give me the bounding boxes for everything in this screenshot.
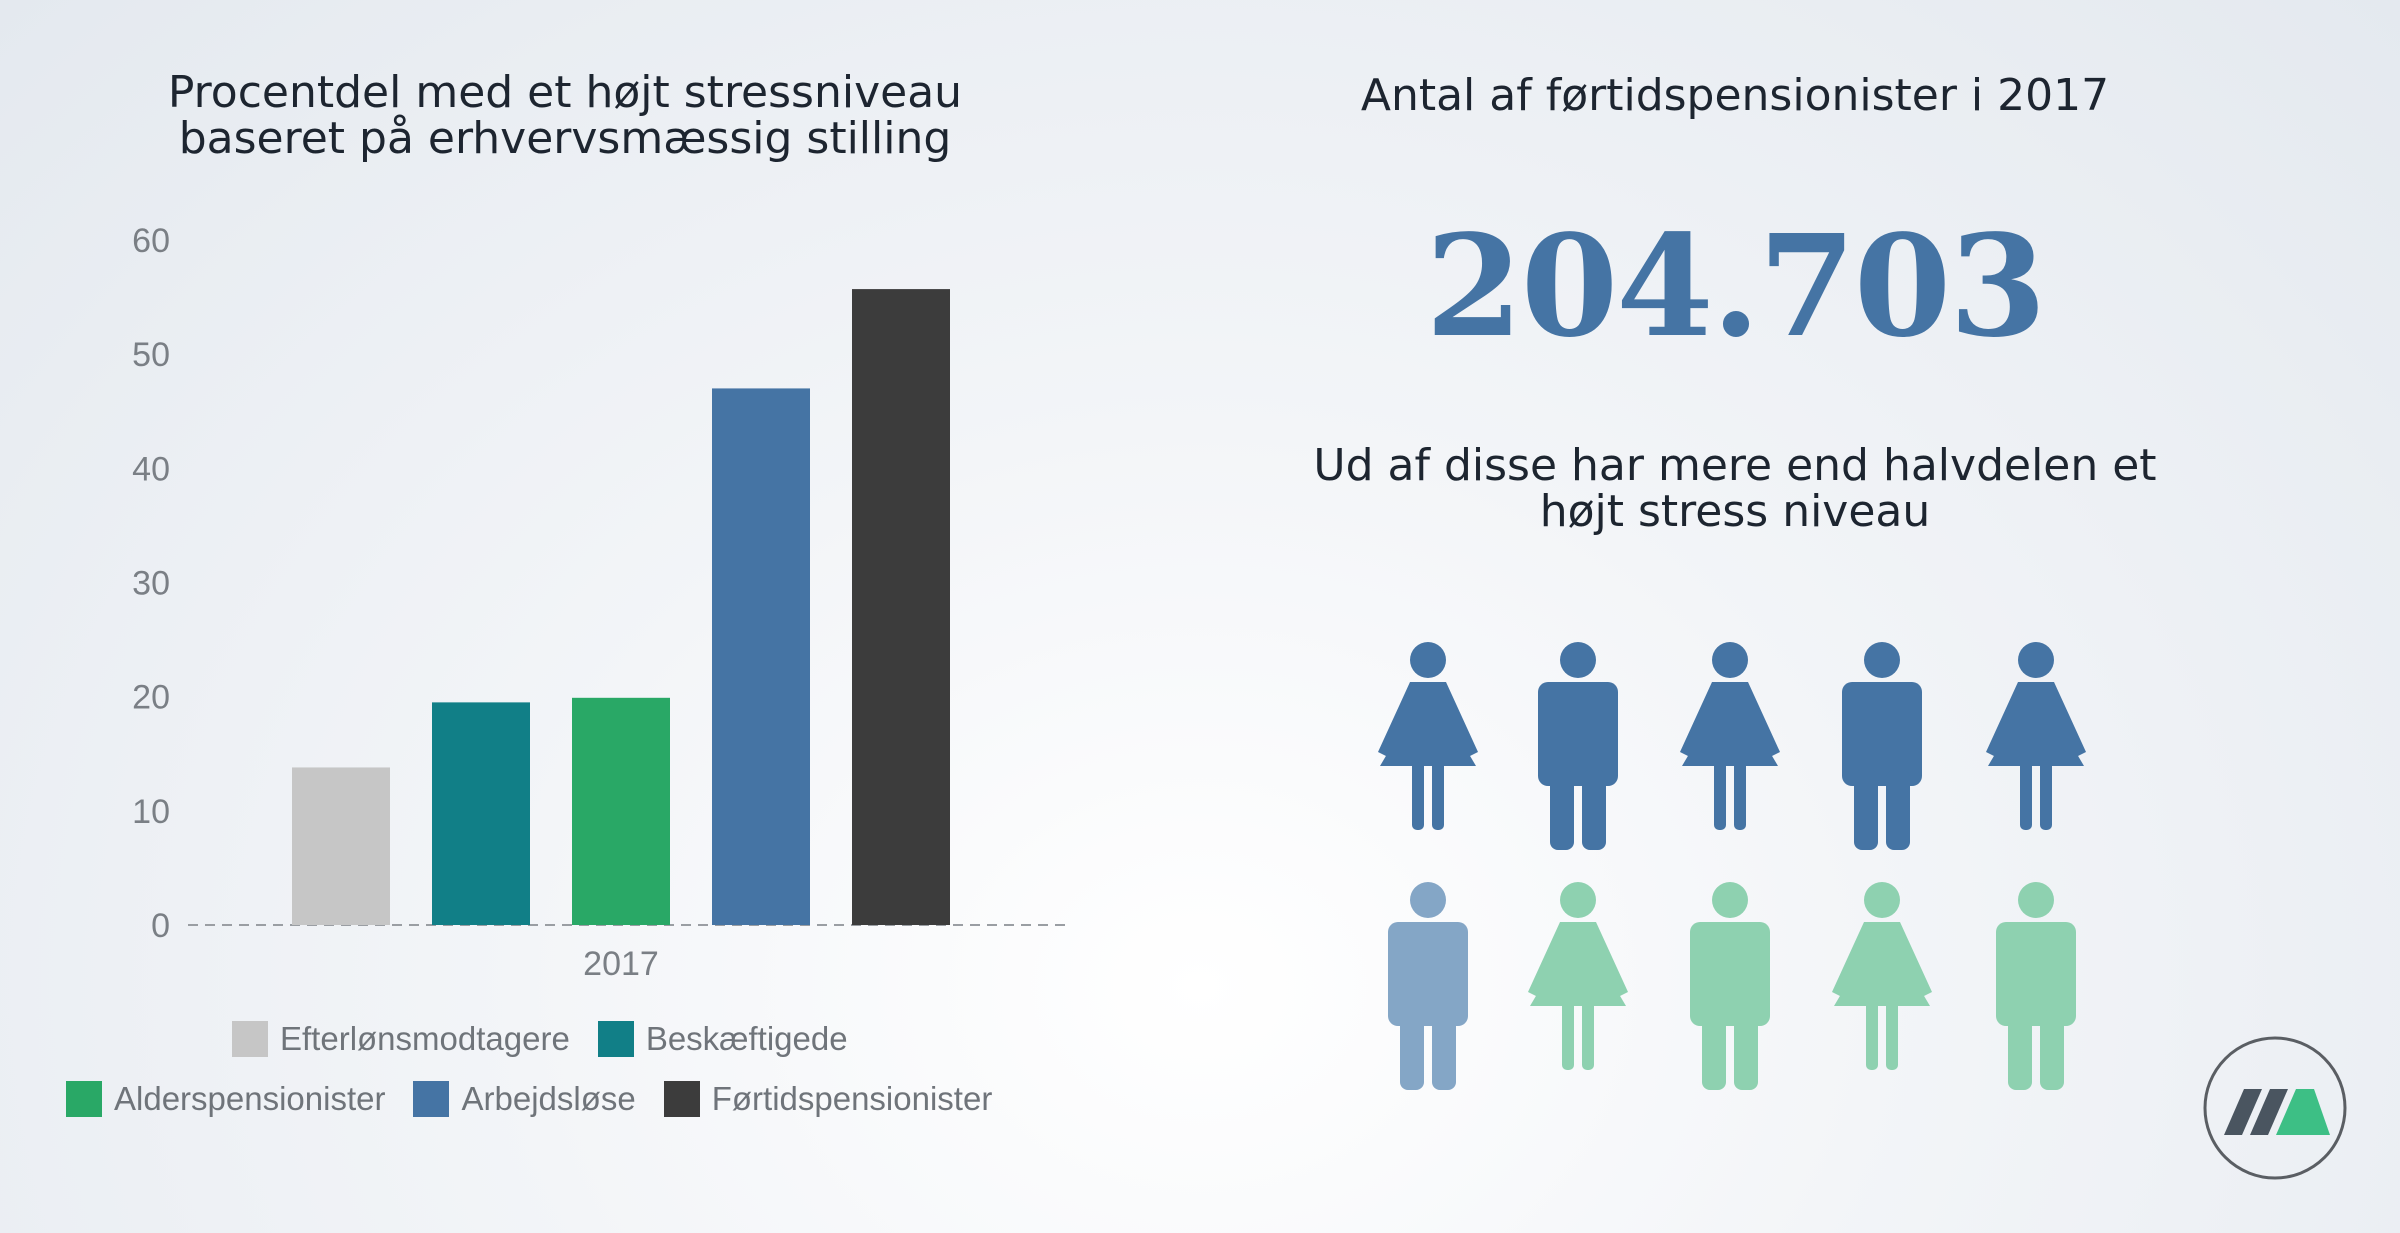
legend-item: Alderspensionister [66, 1080, 385, 1118]
chart-title-line-1: Procentdel med et højt stressniveau [167, 67, 963, 118]
legend-label: Arbejdsløse [461, 1080, 636, 1117]
y-tick-label: 20 [132, 679, 170, 717]
people-pictogram [1378, 642, 2086, 1090]
legend-swatch [232, 1021, 268, 1057]
legend-label: Efterlønsmodtagere [280, 1020, 570, 1057]
legend-swatch [413, 1081, 450, 1117]
y-tick-label: 10 [132, 793, 170, 831]
man-icon [1996, 882, 2076, 1090]
y-tick-label: 50 [132, 336, 170, 374]
bar-efterlønsmodtagere [292, 767, 390, 925]
y-tick-label: 0 [151, 907, 170, 945]
big-number: 204.703 [1425, 205, 2046, 369]
legend-swatch [663, 1081, 700, 1117]
woman-icon [1378, 642, 1478, 830]
legend-swatch [597, 1021, 634, 1057]
bar-arbejdsløse [712, 388, 810, 926]
legend-item: Arbejdsløse [413, 1080, 636, 1118]
woman-icon [1680, 642, 1780, 830]
bar-chart: 0 10 20 30 40 50 60 2017 [132, 222, 1065, 983]
man-icon [1388, 882, 1468, 1090]
y-tick-label: 60 [132, 222, 170, 260]
stat-subtitle: Ud af disse har mere end halvdelen et hø… [1280, 443, 2190, 535]
legend-item: Efterlønsmodtagere [232, 1020, 570, 1058]
woman-icon [1986, 642, 2086, 830]
legend-label: Førtidspensionister [711, 1080, 993, 1117]
legend-item: Beskæftigede [597, 1020, 848, 1058]
bar-førtidspensionister [852, 289, 950, 925]
man-icon [1538, 642, 1618, 850]
legend-item: Førtidspensionister [663, 1080, 993, 1118]
y-tick-label: 30 [132, 565, 170, 603]
man-icon [1690, 882, 1770, 1090]
bar-beskæftigede [432, 702, 530, 925]
legend-swatch [66, 1081, 102, 1117]
bar-alderspensionister [572, 697, 670, 925]
x-tick-label: 2017 [583, 945, 659, 983]
company-logo-icon [2203, 1036, 2347, 1180]
y-tick-label: 40 [132, 450, 170, 488]
chart-title-line-2: baseret på erhvervsmæssig stilling [178, 113, 952, 164]
man-icon [1842, 642, 1922, 850]
legend-label: Beskæftigede [645, 1020, 848, 1057]
stat-subtitle-line-1: Ud af disse har mere end halvdelen et [1313, 440, 2157, 491]
stat-title: Antal af førtidspensionister i 2017 [1360, 70, 2110, 121]
woman-icon [1832, 882, 1932, 1070]
legend-label: Alderspensionister [114, 1080, 386, 1117]
chart-title: Procentdel med et højt stressniveau base… [40, 70, 1090, 162]
stat-subtitle-line-2: højt stress niveau [1539, 486, 1931, 537]
woman-icon [1528, 882, 1628, 1070]
